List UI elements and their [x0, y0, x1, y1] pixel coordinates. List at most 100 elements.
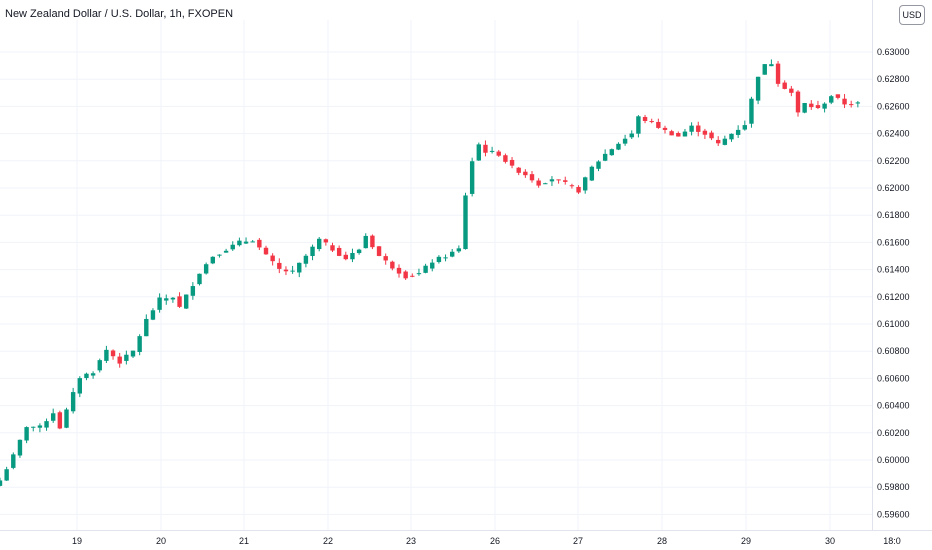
candle-body	[669, 131, 674, 136]
candle-body	[436, 256, 442, 263]
candle-body	[11, 454, 16, 468]
candle	[523, 169, 528, 178]
candle	[596, 160, 601, 172]
candle-body	[483, 144, 488, 153]
candle-body	[596, 161, 601, 169]
candle	[696, 121, 701, 137]
candle-body	[696, 125, 701, 132]
candle-body	[423, 265, 428, 273]
candle	[755, 76, 761, 105]
candle-body	[509, 159, 515, 166]
candle-body	[396, 267, 402, 274]
candle-body	[217, 254, 222, 256]
candle-body	[104, 349, 109, 361]
candle-body	[277, 262, 282, 269]
candle	[323, 238, 329, 246]
candle	[716, 136, 721, 147]
x-tick-label: 29	[741, 536, 751, 546]
candle-body	[795, 91, 801, 113]
candle	[775, 60, 781, 87]
candle	[855, 100, 861, 108]
candle-body	[549, 179, 555, 182]
candle	[350, 248, 355, 263]
candle-body	[77, 378, 82, 394]
candle	[243, 237, 249, 244]
candle-body	[177, 296, 182, 307]
candle-body	[403, 271, 408, 279]
candle	[749, 96, 754, 128]
candle	[290, 265, 295, 274]
candle-body	[662, 127, 668, 130]
candle-body	[815, 105, 821, 109]
candle-body	[17, 439, 23, 456]
candle-body	[782, 82, 787, 89]
candle-body	[124, 354, 129, 361]
x-tick-label: 21	[239, 536, 249, 546]
candle-body	[370, 235, 375, 248]
candle-body	[51, 413, 56, 421]
candle-body	[583, 177, 588, 191]
candle	[177, 292, 182, 308]
candle-body	[536, 180, 541, 186]
candle-body	[775, 63, 781, 84]
candle-body	[809, 103, 814, 108]
x-tick-label: 22	[323, 536, 333, 546]
candle	[170, 297, 176, 303]
candle	[77, 376, 82, 398]
candle-body	[496, 151, 501, 156]
candle	[250, 239, 255, 243]
candle-body	[642, 116, 648, 121]
candle	[622, 134, 628, 146]
candle	[317, 237, 322, 252]
candle-body	[789, 88, 794, 93]
candle-body	[616, 143, 621, 150]
candle-body	[649, 121, 654, 123]
candle-body	[722, 138, 728, 145]
candle	[822, 102, 827, 113]
candle	[310, 244, 315, 261]
candle-body	[356, 249, 362, 254]
x-tick-label: 19	[72, 536, 82, 546]
candle-body	[390, 261, 395, 269]
candle	[529, 171, 535, 183]
candle	[842, 94, 847, 109]
candle-body	[0, 480, 3, 486]
candle-body	[164, 298, 169, 301]
x-tick-label: 30	[825, 536, 835, 546]
candle-body	[476, 144, 481, 161]
candle	[569, 183, 575, 189]
candle-body	[602, 153, 608, 161]
x-tick-label: 26	[490, 536, 500, 546]
y-tick-label: 0.61200	[877, 292, 910, 302]
candle-body	[636, 116, 641, 134]
candle	[376, 246, 382, 257]
candle-body	[689, 125, 694, 132]
candle	[802, 102, 807, 114]
candle-body	[197, 273, 202, 285]
candle	[370, 234, 375, 250]
candle-body	[303, 255, 309, 264]
candle	[37, 423, 43, 433]
candle	[70, 387, 76, 414]
candle-body	[270, 255, 275, 262]
candle	[104, 345, 109, 364]
candle-body	[755, 76, 761, 101]
candle	[769, 59, 774, 67]
candle	[31, 426, 36, 432]
candle	[729, 133, 734, 142]
candle-body	[855, 102, 861, 104]
candle	[649, 118, 654, 124]
candle	[795, 90, 801, 117]
candle	[343, 251, 348, 261]
candles-layer	[0, 59, 861, 487]
candle	[263, 245, 269, 255]
candle	[583, 176, 588, 194]
candle	[230, 241, 235, 251]
candle	[656, 118, 661, 129]
candle-body	[822, 103, 827, 109]
candle-body	[297, 262, 302, 273]
candle-body	[543, 183, 548, 185]
currency-button[interactable]: USD	[899, 5, 925, 25]
candle	[257, 238, 262, 251]
